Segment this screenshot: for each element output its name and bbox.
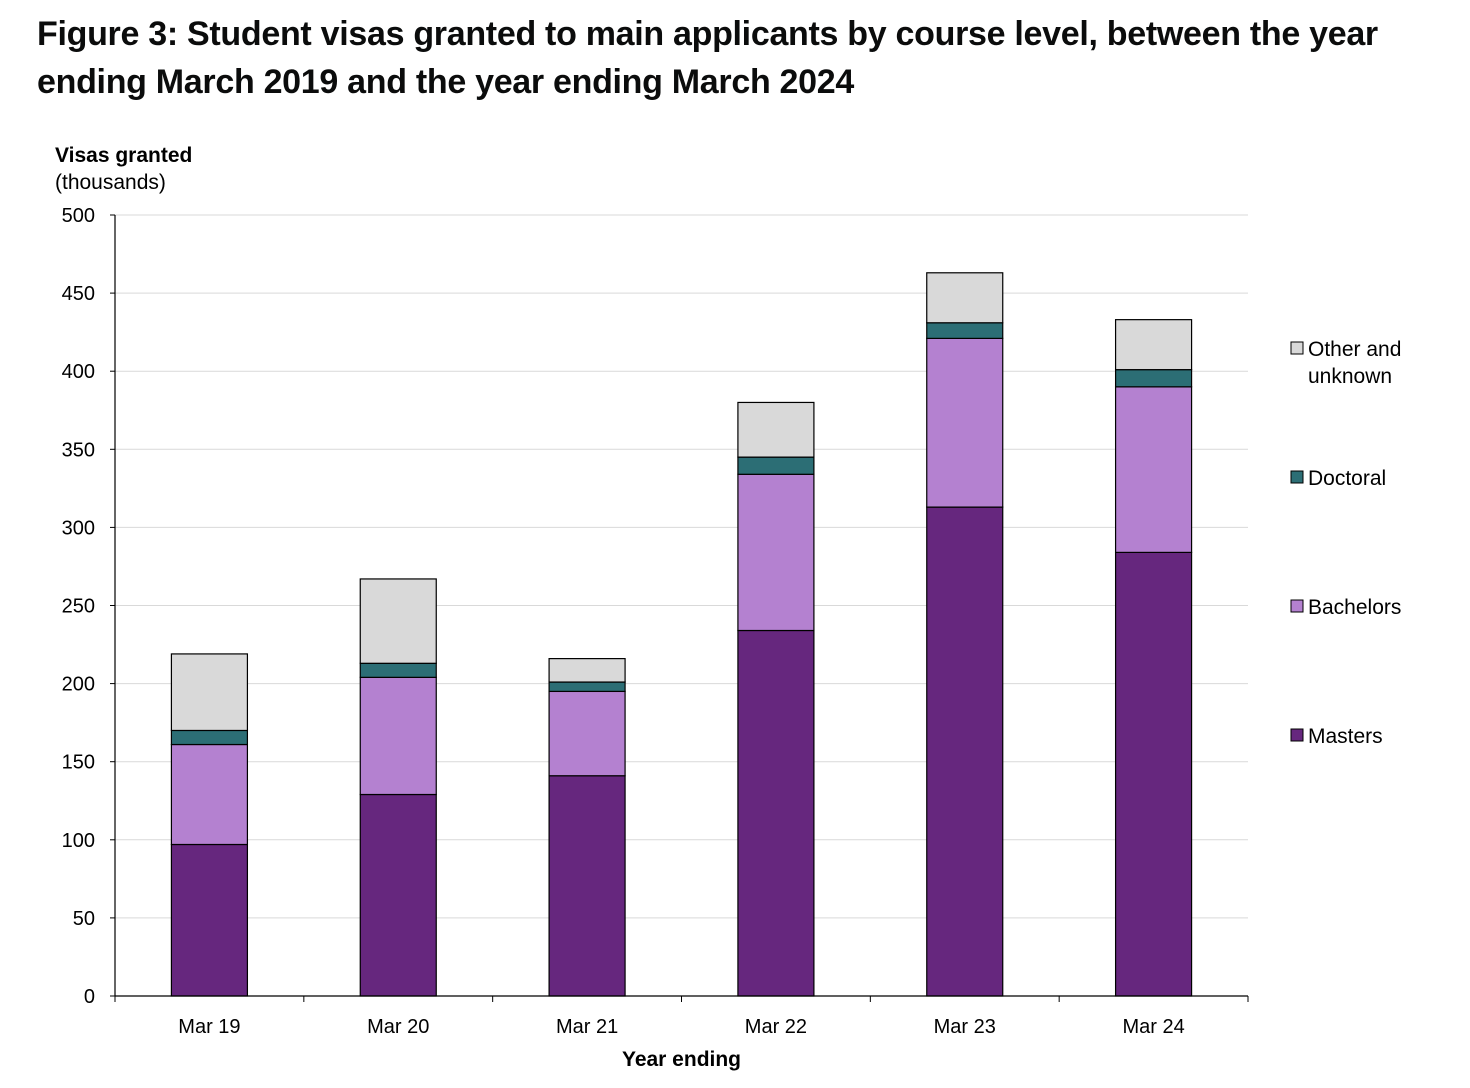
- y-axis-label: Visas granted: [55, 144, 192, 167]
- bar-segment-bachelors: [926, 337, 1004, 508]
- y-tick-label: 50: [73, 908, 95, 930]
- bar-segment-doctoral: [359, 662, 437, 678]
- y-tick-label: 400: [62, 361, 95, 383]
- legend-swatch: [1290, 470, 1304, 484]
- legend-swatch: [1290, 728, 1304, 742]
- bar-segment-other-and-unknown: [926, 272, 1004, 324]
- bar-segment-masters: [926, 506, 1004, 997]
- y-tick-label: 250: [62, 596, 95, 618]
- y-tick-label: 150: [62, 752, 95, 774]
- bar-segment-masters: [1114, 551, 1193, 997]
- x-tick-label: Mar 21: [556, 1016, 618, 1038]
- y-tick-label: 350: [62, 439, 95, 461]
- legend-swatch: [1290, 599, 1304, 613]
- bar-segment-bachelors: [170, 743, 249, 846]
- bar-segment-doctoral: [926, 322, 1004, 339]
- x-tick-label: Mar 22: [745, 1016, 807, 1038]
- bar-segment-doctoral: [737, 456, 815, 475]
- y-axis-unit-label: (thousands): [55, 171, 166, 194]
- bar-segment-bachelors: [548, 690, 626, 777]
- bar-segment-bachelors: [737, 473, 815, 632]
- legend-label-other-and-unknown: Other and unknown: [1308, 338, 1401, 388]
- x-tick-label: Mar 24: [1122, 1016, 1184, 1038]
- y-tick-label: 450: [62, 283, 95, 305]
- x-axis-label: Year ending: [622, 1048, 741, 1071]
- y-tick-label: 0: [84, 986, 95, 1008]
- y-tick-label: 500: [62, 205, 95, 227]
- y-tick-label: 300: [62, 517, 95, 539]
- chart-title: Figure 3: Student visas granted to main …: [37, 15, 1378, 101]
- x-tick-label: Mar 19: [178, 1016, 240, 1038]
- bar-segment-bachelors: [1114, 386, 1193, 553]
- bar-segment-masters: [737, 629, 815, 997]
- legend-label-bachelors: Bachelors: [1308, 596, 1401, 619]
- bar-segment-other-and-unknown: [548, 658, 626, 683]
- bar-segment-other-and-unknown: [737, 401, 815, 458]
- bar-segment-masters: [548, 775, 626, 997]
- bar-segment-doctoral: [548, 681, 626, 693]
- bar-segment-doctoral: [1114, 369, 1193, 388]
- y-tick-label: 200: [62, 674, 95, 696]
- legend-label-masters: Masters: [1308, 725, 1383, 748]
- legend-swatch: [1290, 341, 1304, 355]
- legend-label-doctoral: Doctoral: [1308, 467, 1386, 490]
- bar-segment-bachelors: [359, 676, 437, 796]
- x-tick-label: Mar 23: [934, 1016, 996, 1038]
- bar-segment-masters: [170, 843, 249, 997]
- bar-segment-doctoral: [170, 729, 249, 746]
- bar-segment-other-and-unknown: [359, 578, 437, 664]
- y-tick-label: 100: [62, 830, 95, 852]
- bar-segment-other-and-unknown: [1114, 319, 1193, 371]
- bar-segment-other-and-unknown: [170, 653, 249, 732]
- x-tick-label: Mar 20: [367, 1016, 429, 1038]
- bar-segment-masters: [359, 793, 437, 997]
